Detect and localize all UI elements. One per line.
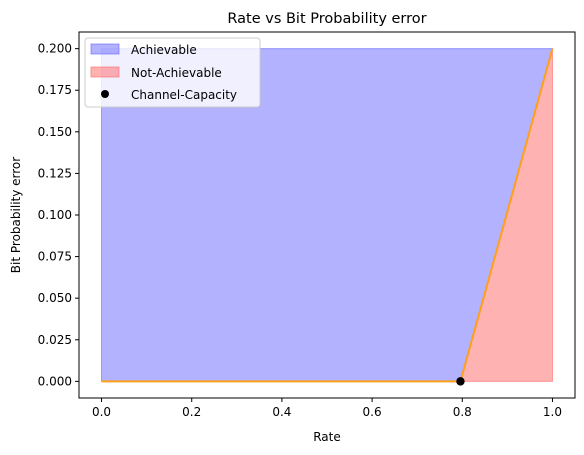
legend: Achievable Not-Achievable Channel-Capaci… — [84, 37, 261, 108]
y-tick-label: 0.200 — [38, 42, 72, 56]
chart-title: Rate vs Bit Probability error — [227, 11, 426, 27]
x-axis-label: Rate — [313, 430, 341, 444]
y-tick-label: 0.175 — [38, 83, 72, 97]
plot-points — [456, 377, 465, 386]
y-tick-label: 0.100 — [38, 208, 72, 222]
x-tick-label: 0.4 — [272, 405, 291, 419]
x-tick-label: 0.2 — [182, 405, 201, 419]
x-axis: 0.0 0.2 0.4 0.6 0.8 1.0 — [92, 398, 562, 419]
y-tick-label: 0.150 — [38, 125, 72, 139]
legend-label-channel-capacity: Channel-Capacity — [131, 88, 237, 102]
x-tick-label: 0.8 — [453, 405, 472, 419]
y-tick-label: 0.000 — [38, 374, 72, 388]
x-tick-label: 0.6 — [363, 405, 382, 419]
legend-box — [84, 37, 261, 108]
y-tick-label: 0.025 — [38, 333, 72, 347]
point-channel-capacity-0 — [456, 377, 465, 386]
y-axis-label: Bit Probability error — [9, 157, 23, 273]
legend-swatch-achievable — [90, 43, 120, 55]
legend-swatch-not-achievable — [90, 66, 120, 78]
legend-label-not-achievable: Not-Achievable — [131, 66, 222, 80]
y-tick-label: 0.050 — [38, 291, 72, 305]
legend-marker-channel-capacity — [101, 90, 109, 98]
y-axis: 0.000 0.025 0.050 0.075 0.100 0.125 0.150 0.175… — [38, 42, 79, 388]
x-tick-label: 0.0 — [92, 405, 111, 419]
y-tick-label: 0.125 — [38, 166, 72, 180]
x-tick-label: 1.0 — [543, 405, 562, 419]
y-tick-label: 0.075 — [38, 250, 72, 264]
legend-label-achievable: Achievable — [131, 43, 197, 57]
